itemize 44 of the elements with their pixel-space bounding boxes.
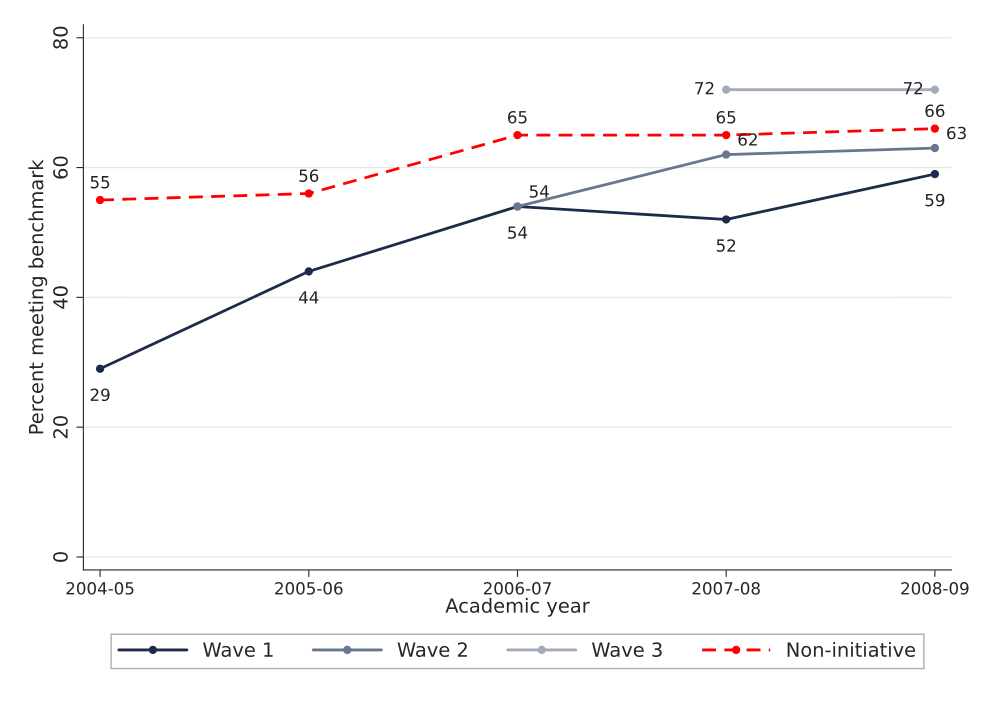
y-tick-label: 40: [53, 286, 68, 309]
x-tick-label: 2006-07: [484, 582, 551, 595]
legend-label: Wave 1: [203, 642, 273, 658]
point: [722, 86, 730, 94]
point: [722, 130, 730, 140]
legend-label: Wave 2: [398, 642, 467, 658]
point: [930, 124, 940, 133]
point: [304, 267, 313, 276]
point: [513, 130, 522, 140]
data-label: 65: [508, 110, 527, 124]
data-label: 54: [508, 226, 528, 239]
data-label: 66: [925, 104, 944, 118]
data-label: 65: [716, 110, 736, 124]
legend-label: Wave 3: [592, 642, 662, 658]
data-label: 72: [904, 82, 922, 94]
x-tick-label: 2007-08: [692, 582, 760, 595]
point: [930, 144, 940, 152]
data-label: 55: [90, 176, 110, 188]
data-label: 44: [298, 291, 318, 304]
x-axis-title: Academic year: [445, 598, 590, 617]
data-label: 63: [947, 126, 966, 140]
point: [304, 189, 313, 198]
point: [96, 196, 104, 204]
x-tick-label: 2008-09: [901, 582, 969, 595]
point: [96, 364, 104, 373]
point: [722, 215, 730, 224]
data-label: 54: [530, 185, 549, 198]
data-label: 72: [695, 82, 714, 94]
y-axis-title: Percent meeting benchmark: [28, 160, 48, 434]
legend-label: Non-initiative: [788, 642, 916, 658]
data-label: 52: [716, 239, 736, 252]
data-label: 56: [299, 169, 318, 182]
y-tick-label: 20: [53, 416, 68, 438]
data-label: 59: [926, 194, 944, 206]
point: [722, 150, 730, 159]
x-tick-label: 2005-06: [275, 582, 343, 595]
data-label: 62: [738, 133, 757, 146]
y-tick-label: 60: [53, 156, 68, 179]
y-tick-label: 80: [53, 26, 68, 49]
data-label: 29: [90, 388, 110, 402]
x-tick-label: 2004-05: [66, 582, 134, 595]
y-tick-label: 0: [53, 552, 68, 562]
point: [930, 170, 940, 178]
point: [930, 86, 940, 94]
